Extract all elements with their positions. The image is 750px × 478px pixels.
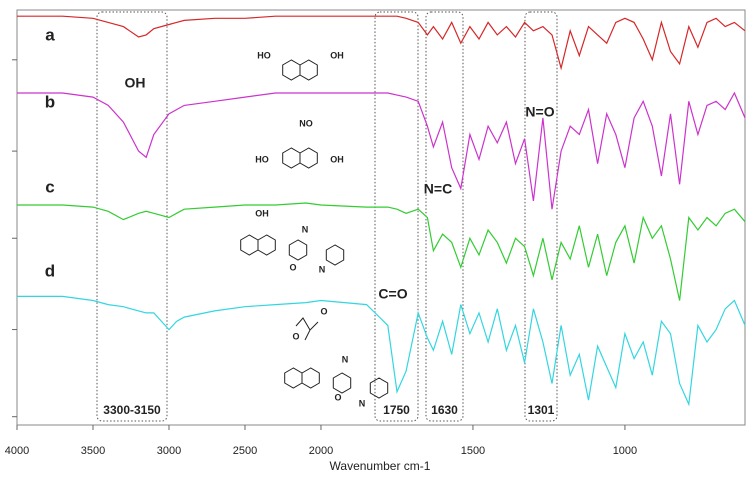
structure-ring (301, 367, 320, 389)
structure-ring (282, 147, 301, 169)
structure-ring (369, 377, 389, 399)
x-axis-label: Wavenumber cm-1 (330, 459, 431, 473)
region-label: 1750 (383, 403, 410, 417)
series-label: b (45, 92, 55, 111)
x-tick-label: 3500 (81, 445, 105, 457)
structure-label: OH (330, 154, 344, 164)
series-label: c (45, 177, 54, 196)
structure-bond (295, 317, 319, 341)
structure-ring (332, 372, 352, 394)
structure-label: N (359, 398, 366, 408)
structure-label: O (292, 331, 299, 341)
spectrum-line (17, 295, 746, 407)
structure-ring (257, 234, 276, 256)
structure-label: O (320, 306, 327, 316)
structure-label: N (319, 264, 326, 274)
x-tick-label: 2000 (309, 445, 333, 457)
spectrum-line (17, 202, 746, 301)
spectrum-line (17, 15, 746, 71)
plot-frame (16, 9, 746, 426)
series-label: d (45, 261, 55, 280)
annotation: N=O (525, 104, 554, 120)
structure-ring (325, 244, 345, 266)
region-label: 3300-3150 (103, 403, 161, 417)
region-box (524, 11, 558, 422)
region-label: 1630 (431, 403, 458, 417)
region-box (425, 11, 464, 422)
structure-label: N (342, 354, 349, 364)
annotation: N=C (424, 181, 452, 197)
region-label: 1301 (528, 403, 555, 417)
structure-label: N (302, 224, 309, 234)
series-label: a (45, 25, 55, 44)
structure-label: HO (255, 154, 269, 164)
structure-ring (240, 234, 259, 256)
structure-ring (288, 239, 308, 261)
region-box (374, 11, 419, 422)
spectrum-line (17, 91, 746, 210)
structure-label: O (289, 262, 296, 272)
structure-label: OH (330, 50, 344, 60)
annotation: C=O (378, 286, 407, 302)
structure-label: O (334, 392, 341, 402)
x-tick-label: 4000 (5, 445, 29, 457)
x-tick-label: 3000 (157, 445, 181, 457)
x-tick-label: 1000 (613, 445, 637, 457)
structure-ring (299, 147, 318, 169)
x-tick-label: 2500 (233, 445, 257, 457)
structure-label: NO (299, 118, 313, 128)
structure-label: OH (255, 208, 269, 218)
structure-ring (282, 59, 301, 81)
annotation: OH (125, 75, 146, 91)
structure-ring (299, 59, 318, 81)
structure-label: HO (257, 50, 271, 60)
structure-ring (284, 367, 303, 389)
x-tick-label: 1500 (461, 445, 485, 457)
